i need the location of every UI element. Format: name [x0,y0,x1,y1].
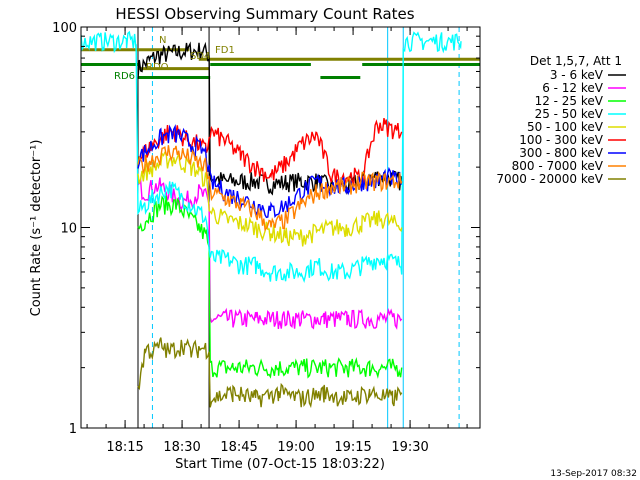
y-axis: 1 10 100 [52,21,480,437]
y-tick-label-0: 1 [69,422,77,437]
y-axis-label: Count Rate (s⁻¹ detector⁻¹) [29,140,44,317]
flag-label-fd1: FD1 [215,45,235,56]
legend-label-0: 3 - 6 keV [550,68,604,82]
legend-label-6: 300 - 800 keV [519,146,603,160]
legend-title: Det 1,5,7, Att 1 [530,54,622,68]
legend-label-5: 100 - 300 keV [519,133,603,147]
chart-title: HESSI Observing Summary Count Rates [115,5,414,23]
x-tick-label-5: 19:30 [391,440,428,455]
flag-label-rdo: RDO [146,62,169,73]
timestamp: 13-Sep-2017 08:32 [550,469,637,479]
x-axis-label: Start Time (07-Oct-15 18:03:22) [175,457,385,472]
series-line-3 [81,30,462,284]
y-tick-label-2: 100 [52,21,77,36]
flag-label-rd6: RD6 [114,71,135,82]
legend-label-1: 6 - 12 keV [542,81,604,95]
x-tick-label-1: 18:30 [163,440,200,455]
legend-label-8: 7000 - 20000 keV [496,172,603,186]
x-axis: 18:15 18:30 18:45 19:00 19:15 19:30 [86,27,468,455]
legend-label-7: 800 - 7000 keV [512,159,604,173]
x-tick-label-4: 19:15 [334,440,371,455]
x-tick-label-0: 18:15 [106,440,143,455]
legend-label-3: 25 - 50 keV [535,107,604,121]
series-line-5 [137,117,403,189]
series-line-8 [137,337,403,409]
x-tick-label-2: 18:45 [220,440,257,455]
series-line-2 [137,195,403,379]
plot-area: FD1 RDO RD6 N SD4 [80,26,481,429]
legend-label-2: 12 - 25 keV [535,94,604,108]
flag-label-n: N [159,35,166,46]
legend-label-4: 50 - 100 keV [527,120,604,134]
y-tick-label-1: 10 [60,222,77,237]
x-tick-label-3: 19:00 [277,440,314,455]
series-line-4 [137,151,403,247]
series-line-7 [137,145,403,232]
series-line-1 [137,177,403,330]
flag-label-sd4: SD4 [190,51,210,62]
